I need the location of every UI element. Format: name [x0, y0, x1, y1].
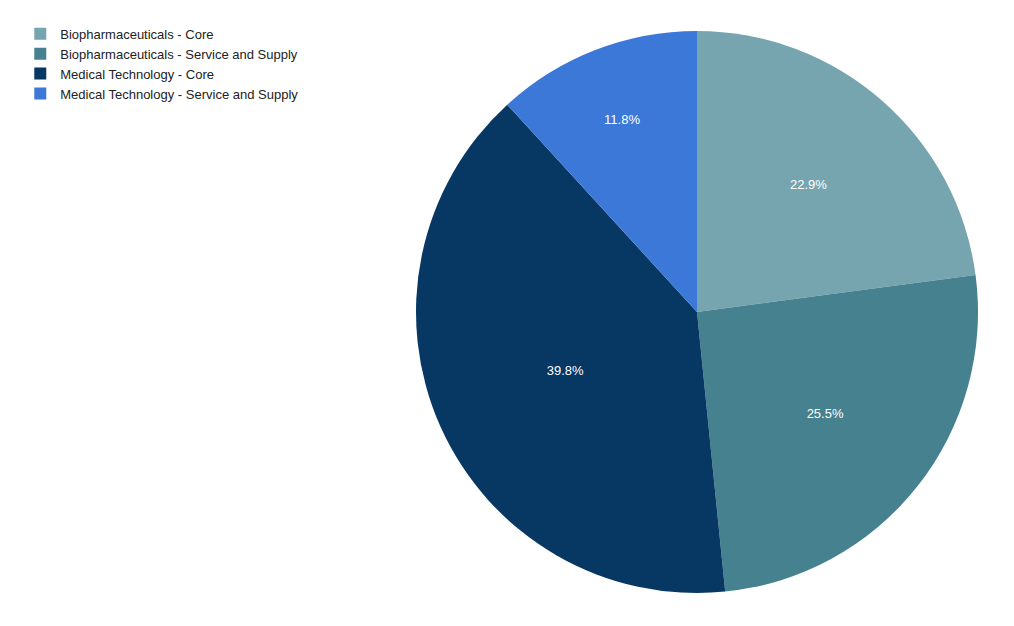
- svg-text:22.9%: 22.9%: [790, 177, 827, 192]
- svg-text:Medical Technology - Service a: Medical Technology - Service and Supply: [60, 87, 298, 102]
- svg-text:Biopharmaceuticals - Service a: Biopharmaceuticals - Service and Supply: [60, 47, 298, 62]
- svg-text:Medical Technology - Core: Medical Technology - Core: [60, 67, 214, 82]
- svg-text:25.5%: 25.5%: [807, 406, 844, 421]
- svg-text:Biopharmaceuticals - Core: Biopharmaceuticals - Core: [60, 27, 213, 42]
- svg-text:11.8%: 11.8%: [604, 112, 640, 127]
- svg-text:39.8%: 39.8%: [547, 363, 584, 378]
